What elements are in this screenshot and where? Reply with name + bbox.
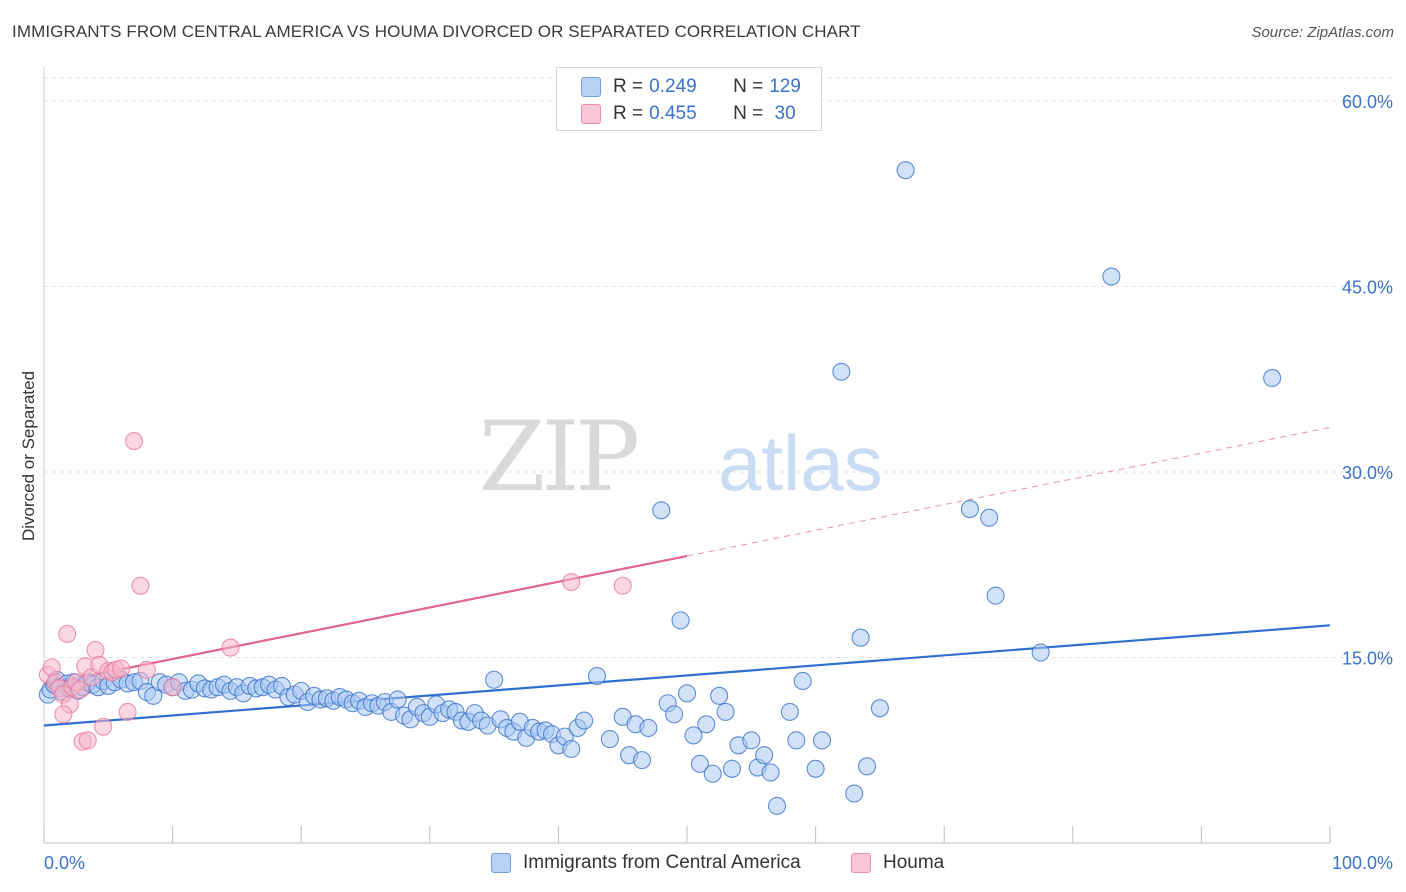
legend-r-value: 0.455 [649, 103, 697, 124]
source-credit: Source: ZipAtlas.com [1251, 24, 1394, 41]
series-houma [38, 431, 632, 751]
y-tick-label: 30.0% [1342, 463, 1393, 483]
x-tick-label: 100.0% [1332, 853, 1393, 873]
legend-r-label: R = [613, 76, 644, 97]
point-central-america [1031, 643, 1050, 662]
point-houma [42, 658, 61, 677]
point-houma [137, 660, 156, 679]
legend-n-value: 30 [769, 103, 796, 124]
x-tick-label: 0.0% [44, 853, 85, 873]
y-tick-label: 15.0% [1342, 648, 1393, 668]
point-central-america [690, 754, 709, 773]
point-central-america [722, 759, 742, 778]
point-central-america [755, 746, 774, 765]
watermark-zip: ZIP [479, 401, 638, 513]
point-central-america [485, 670, 504, 689]
legend-swatch-pink [581, 104, 601, 124]
point-houma [112, 659, 131, 678]
point-houma [221, 638, 240, 657]
point-central-america [665, 705, 684, 724]
point-central-america [716, 702, 735, 721]
point-central-america [761, 763, 780, 782]
legend-swatch-pink [851, 853, 871, 873]
legend-row-pink: R = 0.455 N = 30 [581, 102, 796, 126]
point-central-america [986, 586, 1005, 605]
point-central-america [851, 628, 870, 647]
point-central-america [806, 759, 825, 778]
point-houma [58, 624, 77, 644]
data-points [38, 161, 1282, 815]
point-central-america [652, 501, 671, 520]
point-central-america [793, 671, 812, 691]
point-central-america [639, 718, 658, 738]
point-houma [70, 680, 90, 699]
legend-label: Houma [883, 852, 945, 873]
point-central-america [960, 500, 979, 519]
point-houma [562, 572, 581, 592]
trendline-central-america [43, 624, 1331, 727]
legend-n-label: N = [733, 103, 764, 124]
point-central-america [896, 161, 915, 180]
legend-swatch-blue [491, 853, 511, 873]
axes [43, 67, 1331, 844]
point-central-america [388, 690, 407, 709]
axis-labels: 15.0% 30.0% 45.0% 60.0% 0.0% 100.0% Divorced o… [19, 92, 1393, 873]
point-central-america [562, 739, 581, 759]
point-houma [124, 431, 144, 451]
legend-item-houma: Houma [851, 852, 944, 874]
point-houma [78, 731, 97, 750]
series-central-america [38, 161, 1282, 815]
point-houma [86, 641, 105, 660]
point-central-america [600, 730, 619, 749]
legend-n-label: N = [733, 76, 764, 97]
point-central-america [787, 731, 806, 750]
point-central-america [632, 751, 652, 770]
point-houma [613, 576, 632, 595]
point-central-america [767, 796, 787, 815]
point-houma [94, 717, 113, 736]
legend-row-blue: R = 0.249 N = 129 [581, 75, 801, 99]
point-central-america [677, 684, 697, 703]
legend-r-value: 0.249 [649, 76, 697, 97]
point-houma [131, 576, 150, 595]
point-central-america [710, 686, 729, 705]
legend-label: Immigrants from Central America [523, 852, 801, 873]
watermark-atlas: atlas [718, 419, 883, 507]
point-central-america [832, 362, 851, 381]
point-central-america [671, 611, 690, 630]
legend-swatch-blue [581, 77, 601, 97]
legend-r-label: R = [613, 103, 644, 124]
series-legend: Immigrants from Central America Houma [0, 852, 1406, 878]
point-houma [163, 678, 182, 697]
legend-n-value: 129 [769, 76, 801, 97]
point-central-america [845, 784, 864, 803]
legend-item-central-america: Immigrants from Central America [491, 852, 801, 874]
point-central-america [812, 731, 832, 750]
point-central-america [857, 757, 877, 776]
point-central-america [703, 764, 722, 783]
correlation-legend: R = 0.249 N = 129 R = 0.455 N = 30 [556, 67, 822, 131]
grid-lines [44, 77, 1394, 658]
point-central-america [575, 711, 594, 730]
point-central-america [684, 726, 703, 745]
point-houma [118, 702, 137, 721]
point-central-america [742, 731, 761, 750]
y-axis-label: Divorced or Separated [19, 371, 38, 541]
point-central-america [697, 715, 716, 734]
chart-title: IMMIGRANTS FROM CENTRAL AMERICA VS HOUMA… [12, 22, 861, 41]
point-central-america [1263, 368, 1282, 388]
zipatlas-watermark: ZIP atlas [479, 401, 883, 513]
y-tick-label: 60.0% [1342, 92, 1393, 112]
point-central-america [587, 666, 607, 686]
point-houma [54, 705, 73, 724]
point-central-america [780, 702, 799, 721]
point-central-america [870, 699, 889, 718]
y-tick-label: 45.0% [1342, 277, 1393, 297]
point-central-america [980, 508, 999, 527]
point-central-america [1102, 267, 1121, 286]
